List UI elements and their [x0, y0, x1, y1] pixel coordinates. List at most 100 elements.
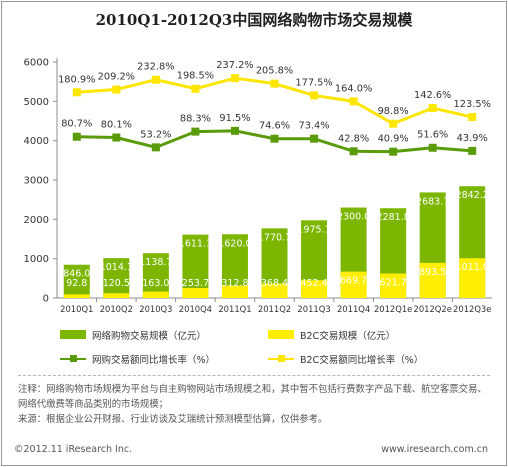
y-tick-label: 5000 — [24, 97, 49, 108]
x-tick-label: 2011Q4 — [337, 304, 370, 314]
y-tick-label: 3000 — [24, 176, 49, 187]
growth-b2c-label: 123.5% — [454, 99, 491, 110]
legend-label-b2c: B2C交易规模（亿元） — [300, 331, 396, 342]
chart-title: 2010Q1-2012Q3中国网络购物市场交易规模 — [95, 11, 413, 29]
bar-total-label: 2300.0 — [337, 212, 370, 223]
chart-notes: 注释：网络购物市场规模为平台与自主购物网站市场规模之和，其中暂不包括行费数字产品… — [18, 382, 494, 427]
bar-total-label: 1014.1 — [100, 262, 133, 273]
marker-total-growth — [230, 126, 239, 135]
marker-b2c-growth — [310, 91, 319, 100]
source-text: 来源：根据企业公开财报、行业访谈及艾瑞统计预测模型估算，仅供参考。 — [18, 414, 328, 425]
website-link[interactable]: www.iresearch.com.cn — [381, 444, 488, 455]
notes-divider — [18, 375, 490, 376]
bar-total-label: 1975.1 — [297, 224, 330, 235]
x-tick-label: 2011Q2 — [258, 304, 291, 314]
bar-b2c — [419, 262, 446, 298]
note-text: 注释：网络购物市场规模为平台与自主购物网站市场规模之和，其中暂不包括行费数字产品… — [18, 384, 487, 410]
bar-b2c-label: 893.5 — [419, 267, 446, 278]
bar-b2c — [103, 293, 130, 298]
growth-total-label: 73.4% — [298, 121, 329, 132]
marker-b2c-growth — [151, 75, 160, 84]
legend-swatch-total — [60, 330, 86, 339]
marker-b2c-growth — [468, 113, 477, 122]
marker-b2c-growth — [72, 88, 81, 97]
growth-b2c-label: 237.2% — [216, 60, 253, 71]
x-tick-label: 2011Q1 — [218, 304, 251, 314]
bar-total — [142, 253, 169, 298]
bar-b2c — [459, 258, 486, 298]
bar-total-label: 1611.1 — [179, 239, 212, 250]
growth-total-label: 74.6% — [259, 121, 290, 132]
y-tick-label: 2000 — [24, 215, 49, 226]
bar-total-label: 846.0 — [63, 269, 90, 280]
growth-total-label: 42.8% — [338, 133, 369, 144]
bar-b2c — [301, 280, 328, 298]
bar-total-label: 2281.8 — [377, 212, 410, 223]
bar-b2c-label: 92.8 — [66, 278, 87, 289]
legend-marker-b2c — [278, 355, 285, 362]
growth-b2c-label: 98.8% — [378, 106, 409, 117]
legend-label-total-growth: 网购交易额同比增长率（%） — [92, 355, 216, 366]
marker-total-growth — [428, 143, 437, 152]
marker-total-growth — [389, 147, 398, 156]
legend-label-total: 网络购物交易规模（亿元） — [92, 331, 207, 342]
bar-b2c-label: 120.5 — [103, 278, 130, 289]
x-tick-label: 2012Q3e — [453, 304, 491, 314]
marker-b2c-growth — [270, 79, 279, 88]
growth-b2c-label: 198.5% — [177, 71, 214, 82]
bar-b2c-label: 312.8 — [221, 278, 248, 289]
marker-b2c-growth — [112, 85, 121, 94]
legend-swatch-b2c — [268, 330, 294, 339]
growth-total-label: 40.9% — [378, 134, 409, 145]
bar-total-label: 2842.2 — [456, 190, 489, 201]
growth-b2c-label: 180.9% — [58, 74, 95, 85]
marker-total-growth — [468, 146, 477, 155]
x-tick-label: 2012Q1e — [374, 304, 412, 314]
bar-b2c-label: 621.7 — [380, 278, 407, 289]
growth-b2c-label: 177.5% — [295, 77, 332, 88]
marker-total-growth — [270, 134, 279, 143]
x-tick-label: 2010Q1 — [60, 304, 93, 314]
x-tick-label: 2010Q2 — [100, 304, 133, 314]
bar-b2c — [182, 288, 209, 298]
bar-b2c — [340, 271, 367, 298]
bar-b2c — [221, 285, 248, 298]
growth-total-label: 53.2% — [140, 129, 171, 140]
marker-b2c-growth — [191, 84, 200, 93]
marker-total-growth — [72, 132, 81, 141]
growth-b2c-label: 164.0% — [335, 83, 372, 94]
bar-b2c — [261, 283, 288, 298]
bar-total — [63, 264, 90, 298]
x-tick-label: 2010Q4 — [179, 304, 212, 314]
growth-total-label: 88.3% — [180, 114, 211, 125]
x-tick-label: 2010Q3 — [139, 304, 172, 314]
x-tick-label: 2012Q2e — [413, 304, 451, 314]
chart-plot: 0 1000 2000 3000 4000 5000 6000 2010Q1 2010Q2 201… — [24, 58, 492, 314]
bar-b2c-label: 1011.0 — [456, 262, 489, 273]
bar-total — [182, 234, 209, 298]
marker-b2c-growth — [389, 119, 398, 128]
bar-total — [103, 258, 130, 298]
marker-total-growth — [112, 133, 121, 142]
growth-total-label: 91.5% — [219, 113, 250, 124]
bar-total-label: 1138.7 — [139, 257, 172, 268]
growth-b2c-label: 209.2% — [98, 72, 135, 83]
legend-marker-total — [70, 355, 77, 362]
growth-b2c-label: 205.8% — [256, 66, 293, 77]
x-tick-label: 2011Q3 — [297, 304, 330, 314]
footer: ©2012.11 iResearch Inc. www.iresearch.co… — [0, 438, 508, 464]
y-tick-label: 4000 — [24, 136, 49, 147]
y-tick-label: 0 — [43, 294, 49, 305]
bar-b2c-label: 669.7 — [340, 276, 367, 287]
copyright: ©2012.11 iResearch Inc. — [14, 444, 133, 455]
marker-total-growth — [151, 143, 160, 152]
bar-total-label: 1770.7 — [258, 232, 291, 243]
marker-b2c-growth — [349, 97, 358, 106]
bar-b2c-label: 368.4 — [261, 278, 288, 289]
growth-total-label: 51.6% — [417, 130, 448, 141]
bar-b2c-label: 253.7 — [182, 278, 209, 289]
growth-b2c-label: 142.6% — [414, 90, 451, 101]
marker-b2c-growth — [428, 104, 437, 113]
growth-b2c-label: 232.8% — [137, 62, 174, 73]
legend-label-b2c-growth: B2C交易额同比增长率（%） — [300, 355, 424, 366]
